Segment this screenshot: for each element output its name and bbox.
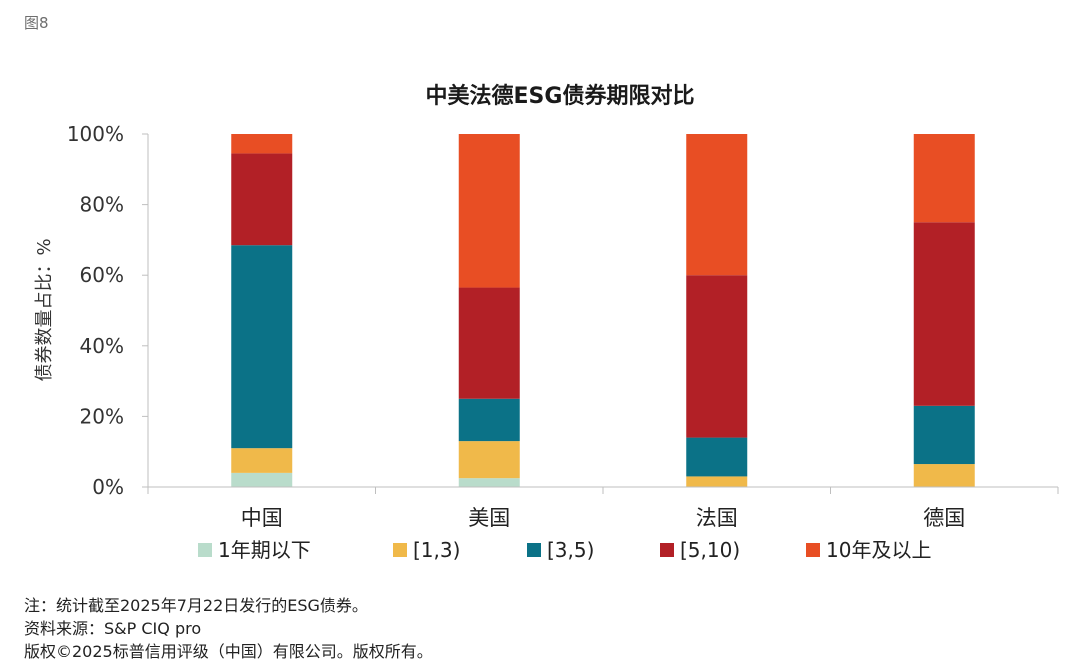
bar-segment xyxy=(686,476,748,487)
legend: 1年期以下 [1,3) [3,5) [5,10) 10年及以上 xyxy=(198,538,931,562)
figure-label: 图8 xyxy=(24,14,49,32)
y-tick-label: 60% xyxy=(80,263,124,287)
x-tick-label: 法国 xyxy=(696,506,738,530)
bar-segment xyxy=(231,134,293,154)
y-tick-label: 100% xyxy=(67,122,124,146)
y-tick-label: 0% xyxy=(92,475,124,499)
y-tick-label: 80% xyxy=(80,193,124,217)
bar-segment xyxy=(458,398,520,442)
legend-swatch xyxy=(393,543,407,557)
y-tick-label: 20% xyxy=(80,404,124,428)
chart-title: 中美法德ESG债券期限对比 xyxy=(425,84,695,109)
legend-swatch xyxy=(527,543,541,557)
bar-segment xyxy=(231,472,293,487)
bar-segment xyxy=(913,464,975,487)
bar-segment xyxy=(686,134,748,276)
bar-segment xyxy=(458,134,520,288)
x-tick-label: 中国 xyxy=(241,506,283,530)
bar-segment xyxy=(686,437,748,477)
bar-segment xyxy=(458,287,520,399)
legend-label: [5,10) xyxy=(680,538,740,562)
copyright-line: 版权©2025标普信用评级（中国）有限公司。版权所有。 xyxy=(24,642,433,661)
bar-segment xyxy=(458,441,520,479)
y-tick-label: 40% xyxy=(80,334,124,358)
bar-segment xyxy=(231,245,293,449)
bar-segment xyxy=(913,222,975,406)
bar-segment xyxy=(913,405,975,465)
legend-label: [3,5) xyxy=(547,538,594,562)
stacked-bar-chart: 0% 20% 40% 60% 80% 100% 中国 美国 法国 德国 债券数量占比：% 1年期… xyxy=(34,122,1059,562)
legend-swatch xyxy=(198,543,212,557)
legend-label: 10年及以上 xyxy=(826,538,931,562)
y-axis-label: 债券数量占比：% xyxy=(34,238,55,381)
legend-label: 1年期以下 xyxy=(218,538,311,562)
note-line: 注：统计截至2025年7月22日发行的ESG债券。 xyxy=(24,596,368,615)
bar-segment xyxy=(231,153,293,246)
legend-label: [1,3) xyxy=(413,538,460,562)
legend-swatch xyxy=(660,543,674,557)
bars xyxy=(231,134,975,487)
x-tick-label: 德国 xyxy=(923,506,965,530)
footnotes: 注：统计截至2025年7月22日发行的ESG债券。 资料来源：S&P CIQ p… xyxy=(24,594,433,663)
bar-segment xyxy=(686,275,748,438)
y-axis: 0% 20% 40% 60% 80% 100% xyxy=(67,122,149,499)
bar-segment xyxy=(458,478,520,487)
bar-segment xyxy=(913,134,975,223)
x-tick-label: 美国 xyxy=(468,506,510,530)
x-axis: 中国 美国 法国 德国 xyxy=(147,486,1059,530)
source-line: 资料来源：S&P CIQ pro xyxy=(24,619,202,638)
bar-segment xyxy=(231,448,293,473)
legend-swatch xyxy=(806,543,820,557)
